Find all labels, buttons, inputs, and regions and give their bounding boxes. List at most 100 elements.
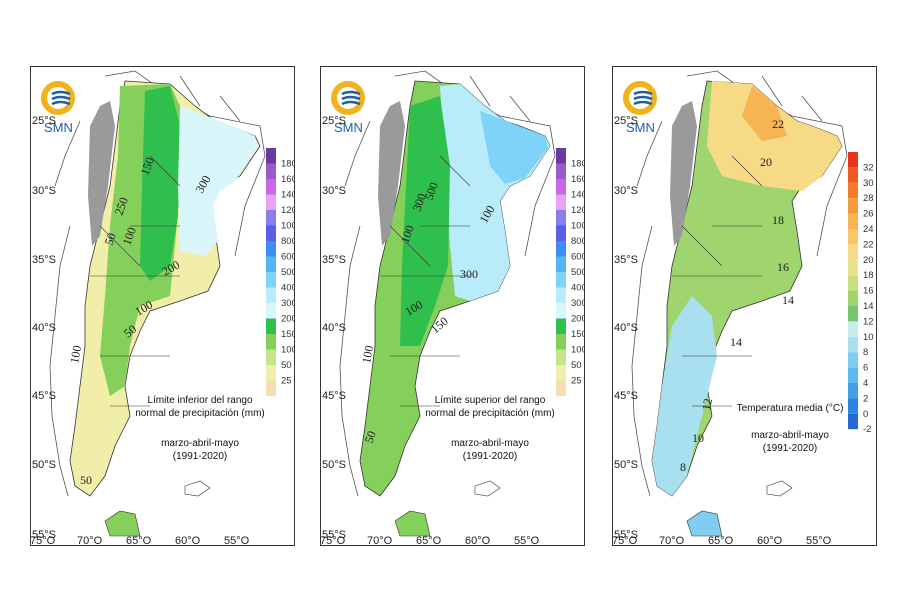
legend-label: 1600 bbox=[571, 174, 585, 185]
map-svg: SMN 25°S 30°S 35°S 40°S 45°S 50°S 55°S 1… bbox=[320, 66, 585, 546]
lon-tick: 60°O bbox=[465, 535, 491, 546]
legend-label: 100 bbox=[281, 345, 295, 356]
legend-swatch bbox=[266, 287, 276, 303]
legend-swatch bbox=[266, 318, 276, 334]
lat-tick: 35°S bbox=[322, 254, 346, 266]
caption-line-1: Temperatura media (°C) bbox=[737, 403, 844, 414]
legend-label: 24 bbox=[863, 224, 874, 235]
legend-label: 1200 bbox=[571, 205, 585, 216]
andes-relief bbox=[378, 101, 405, 246]
legend-swatch bbox=[556, 225, 566, 241]
lon-tick: 65°O bbox=[416, 535, 442, 546]
legend-swatch bbox=[848, 152, 858, 168]
color-legend: 1800 1600 1400 1200 1000 800 600 500 400 300 200 15… bbox=[556, 148, 585, 396]
legend-label: 1400 bbox=[281, 190, 295, 201]
legend-label: 1000 bbox=[281, 221, 295, 232]
legend-label: 12 bbox=[863, 316, 874, 327]
legend-swatch bbox=[556, 349, 566, 365]
malvinas bbox=[474, 480, 501, 497]
legend-label: 600 bbox=[281, 252, 295, 263]
lat-tick: 50°S bbox=[32, 459, 56, 471]
province-borders bbox=[380, 155, 471, 407]
legend-swatch bbox=[266, 365, 276, 381]
contour-label: 12 bbox=[699, 397, 715, 411]
lat-tick: 45°S bbox=[322, 390, 346, 402]
contour-label: 300 bbox=[460, 267, 478, 281]
lat-tick: 25°S bbox=[32, 115, 56, 127]
contour-label: 14 bbox=[782, 293, 794, 307]
smn-logo: SMN bbox=[623, 81, 657, 135]
caption-line-1: Límite superior del rango bbox=[435, 395, 546, 406]
legend-swatch bbox=[556, 148, 566, 164]
map-svg: SMN 25°S 30°S 35°S 40°S 45°S 50°S 55°S 1… bbox=[30, 66, 295, 546]
legend-swatch bbox=[556, 241, 566, 257]
legend-label: 300 bbox=[281, 298, 295, 309]
lon-tick: 70°O bbox=[367, 535, 393, 546]
caption-line-2: normal de precipitación (mm) bbox=[135, 408, 265, 419]
legend-label: 200 bbox=[281, 314, 295, 325]
legend-swatch bbox=[556, 365, 566, 381]
legend-label: 100 bbox=[571, 345, 585, 356]
legend-label: 2 bbox=[863, 393, 868, 404]
contour-label: 500 bbox=[422, 180, 441, 202]
legend-label: 150 bbox=[571, 329, 585, 340]
lon-tick: 55°O bbox=[806, 535, 832, 546]
tierra-del-fuego bbox=[394, 510, 431, 537]
lon-tick: 75°O bbox=[30, 535, 56, 546]
legend-label: 1600 bbox=[281, 174, 295, 185]
legend-swatch bbox=[848, 367, 858, 383]
lat-tick: 30°S bbox=[32, 185, 56, 197]
period-line-1: marzo-abril-mayo bbox=[751, 430, 829, 441]
legend-label: 400 bbox=[571, 283, 585, 294]
contour-label: 18 bbox=[772, 213, 784, 227]
andes-relief bbox=[670, 101, 697, 246]
legend-swatch bbox=[556, 380, 566, 396]
lat-tick: 40°S bbox=[322, 322, 346, 334]
lon-ticks: 75°O 70°O 65°O 60°O 55°O bbox=[30, 535, 250, 546]
lon-tick: 65°O bbox=[126, 535, 152, 546]
legend-swatch bbox=[848, 352, 858, 368]
legend-label: 8 bbox=[863, 347, 868, 358]
lon-tick: 65°O bbox=[708, 535, 734, 546]
legend-swatch bbox=[848, 198, 858, 214]
legend-swatch bbox=[848, 383, 858, 399]
tierra-del-fuego bbox=[104, 510, 141, 537]
legend-label: 30 bbox=[863, 178, 874, 189]
contour-label: 150 bbox=[138, 155, 157, 177]
lat-ticks: 25°S 30°S 35°S 40°S 45°S 50°S 55°S bbox=[32, 115, 56, 541]
legend-label: 600 bbox=[571, 252, 585, 263]
map-panel-precip-lower: SMN 25°S 30°S 35°S 40°S 45°S 50°S 55°S 1… bbox=[30, 66, 295, 546]
legend-swatch bbox=[266, 241, 276, 257]
legend-label: 1200 bbox=[281, 205, 295, 216]
contour-label: 100 bbox=[398, 223, 417, 245]
period-line-2: (1991-2020) bbox=[763, 443, 817, 454]
map-panel-precip-upper: SMN 25°S 30°S 35°S 40°S 45°S 50°S 55°S 1… bbox=[320, 66, 585, 546]
legend-label: 10 bbox=[863, 332, 874, 343]
legend-label: 1800 bbox=[571, 159, 585, 170]
legend-label: 1800 bbox=[281, 159, 295, 170]
legend-label: 200 bbox=[571, 314, 585, 325]
legend-swatch bbox=[266, 272, 276, 288]
zone-wetter bbox=[140, 86, 180, 281]
contour-label: 50 bbox=[102, 231, 119, 247]
chile-coast bbox=[49, 120, 81, 497]
logo-text: SMN bbox=[44, 120, 73, 135]
map-panel-temperature: SMN 25°S 30°S 35°S 40°S 45°S 50°S 55°S 3… bbox=[612, 66, 877, 546]
legend-label: 4 bbox=[863, 378, 868, 389]
lat-ticks: 25°S 30°S 35°S 40°S 45°S 50°S 55°S bbox=[322, 115, 346, 541]
legend-swatch bbox=[556, 194, 566, 210]
legend-label: 500 bbox=[281, 267, 295, 278]
legend-label: 16 bbox=[863, 286, 874, 297]
contour-label: 20 bbox=[760, 155, 772, 169]
legend-swatch bbox=[266, 225, 276, 241]
lat-tick: 50°S bbox=[614, 459, 638, 471]
lat-tick: 35°S bbox=[32, 254, 56, 266]
contour-label: 100 bbox=[359, 344, 376, 364]
malvinas bbox=[184, 480, 211, 497]
legend-swatch bbox=[266, 334, 276, 350]
contour-label: 300 bbox=[410, 191, 429, 213]
legend-swatch bbox=[848, 213, 858, 229]
legend-label: 22 bbox=[863, 239, 874, 250]
lat-tick: 30°S bbox=[322, 185, 346, 197]
